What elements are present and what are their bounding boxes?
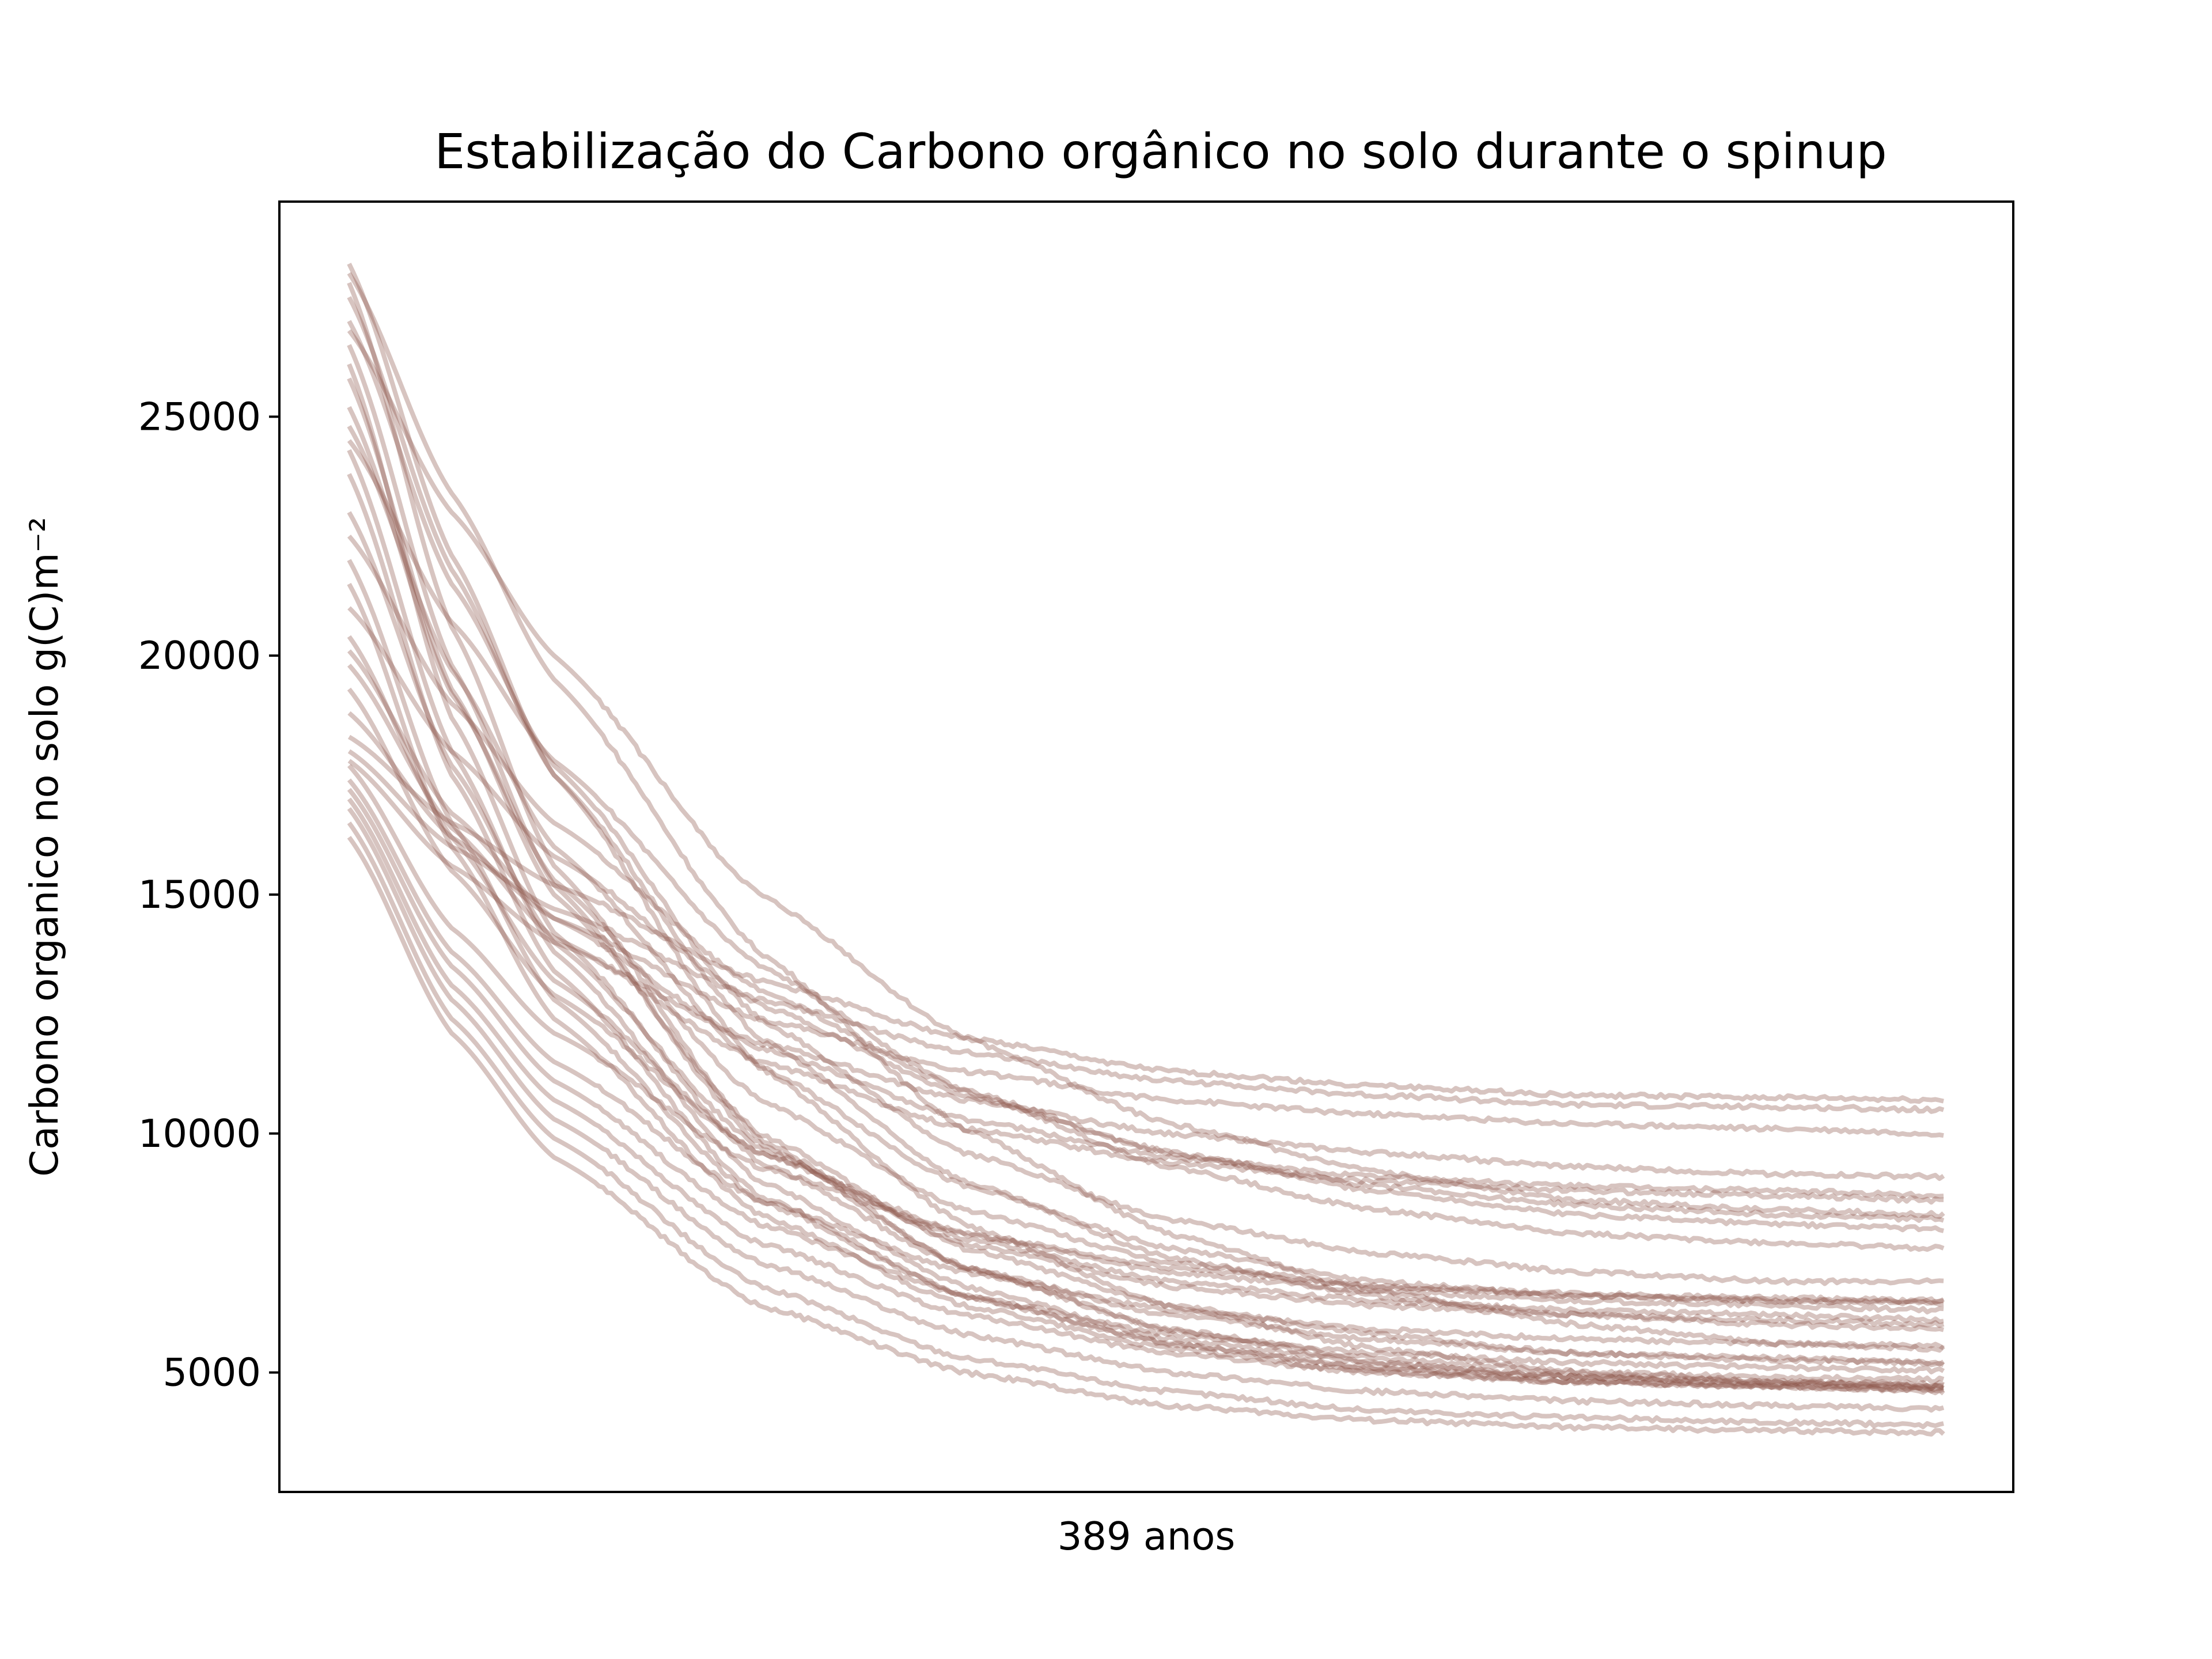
- series-line: [347, 377, 1945, 1368]
- chart-title: Estabilização do Carbono orgânico no sol…: [434, 123, 1887, 180]
- y-axis-ticks: 5000 10000 15000 20000 25000: [138, 394, 279, 1395]
- series-line: [347, 559, 1945, 1394]
- y-tick-label: 5000: [162, 1350, 261, 1395]
- series-line: [347, 797, 1945, 1393]
- series-line: [347, 329, 1945, 1219]
- series-line: [347, 687, 1944, 1315]
- series-line: [347, 320, 1944, 1286]
- series-line: [347, 363, 1945, 1367]
- series-line: [347, 711, 1944, 1138]
- plot-frame: [278, 200, 2014, 1493]
- x-axis-label: 389 anos: [1058, 1514, 1236, 1559]
- series-line: [347, 439, 1945, 1252]
- y-tick-label: 25000: [138, 394, 261, 439]
- series-line: [347, 406, 1944, 1305]
- series-line: [347, 535, 1944, 1233]
- series-line: [347, 764, 1945, 1305]
- series-line: [347, 296, 1944, 1332]
- series-line: [347, 473, 1945, 1389]
- series-line: [347, 807, 1945, 1413]
- series-line: [347, 635, 1944, 1324]
- series-line: [347, 821, 1944, 1429]
- series-line: [347, 749, 1945, 1114]
- y-tick-label: 20000: [138, 633, 261, 678]
- series-line: [347, 511, 1945, 1328]
- series-line: [347, 734, 1944, 1104]
- series-line: [347, 649, 1944, 1200]
- y-axis-label: Carbono organico no solo g(C)m⁻²: [22, 517, 67, 1176]
- series-line: [347, 836, 1945, 1437]
- series-line: [347, 272, 1945, 1353]
- series-line: [347, 263, 1944, 1391]
- series-line: [347, 606, 1945, 1223]
- series-line: [347, 425, 1944, 1307]
- series-line: [347, 787, 1945, 1374]
- series-line: [347, 449, 1945, 1391]
- series-line: [347, 582, 1945, 1396]
- series-line: [347, 664, 1944, 1205]
- y-tick-label: 15000: [138, 872, 261, 917]
- series-line: [347, 778, 1945, 1350]
- series-line: [347, 344, 1945, 1384]
- series-line: [347, 759, 1945, 1181]
- series-group: [347, 263, 1945, 1437]
- series-line: [347, 282, 1944, 1391]
- y-tick-label: 10000: [138, 1111, 261, 1156]
